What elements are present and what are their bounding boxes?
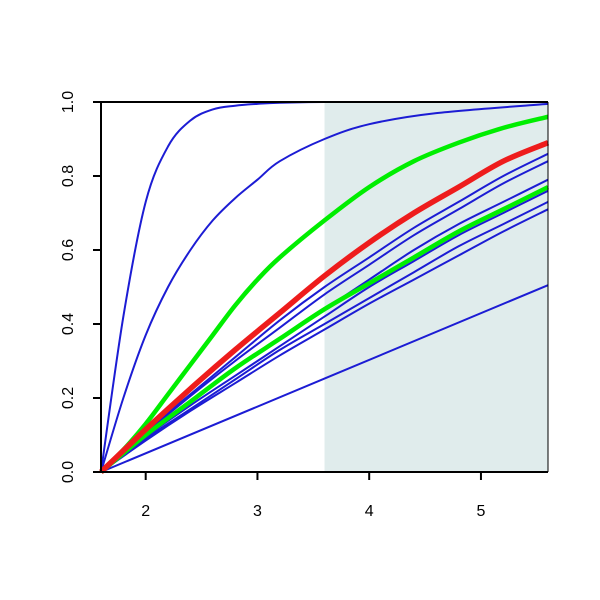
series-line-8 [100,208,549,473]
series-line-11 [99,185,550,474]
y-tick-label: 0.4 [60,313,77,335]
x-tick-label: 5 [476,503,485,520]
y-tick-label: 0.8 [60,165,77,187]
y-tick-label: 0.6 [60,239,77,261]
y-tick-label: 0.2 [60,387,77,409]
x-tick-label: 4 [365,503,374,520]
series-line-7 [100,201,549,473]
series-line-3 [100,152,549,473]
x-tick-label: 3 [253,503,262,520]
series-line-10 [99,114,549,474]
series-line-9 [100,284,549,473]
y-tick-label: 1.0 [60,91,77,113]
series-line-6 [100,189,549,473]
series-line-4 [100,160,549,473]
x-tick-label: 2 [141,503,150,520]
series-layer [99,100,550,474]
series-line-12 [99,140,550,474]
series-line-2 [100,102,549,473]
y-tick-label: 0.0 [60,461,77,483]
axis-layer: 2 3 4 5 0.0 0.2 0.4 0.6 0.8 1.0 [60,91,549,520]
